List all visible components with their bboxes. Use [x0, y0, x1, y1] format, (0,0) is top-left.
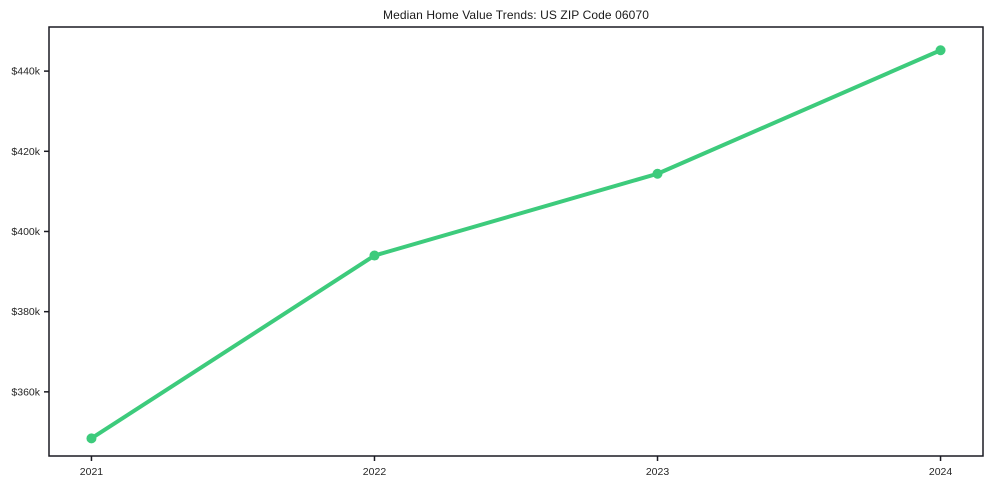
- y-tick-label: $440k: [11, 66, 40, 78]
- data-point-marker: [369, 250, 380, 261]
- data-point-marker: [652, 168, 663, 179]
- x-tick-label: 2023: [646, 466, 670, 478]
- x-tick-label: 2022: [363, 466, 387, 478]
- y-tick-label: $400k: [11, 226, 40, 238]
- data-point-marker: [935, 45, 946, 56]
- x-tick-label: 2024: [929, 466, 953, 478]
- chart-title: Median Home Value Trends: US ZIP Code 06…: [382, 8, 649, 22]
- plot-frame: [48, 26, 984, 457]
- y-tick-label: $360k: [11, 386, 40, 398]
- y-tick-label: $380k: [11, 306, 40, 318]
- y-tick-label: $420k: [11, 146, 40, 158]
- trend-line: [89, 48, 943, 441]
- data-point-marker: [86, 433, 97, 444]
- x-tick-label: 2021: [80, 466, 104, 478]
